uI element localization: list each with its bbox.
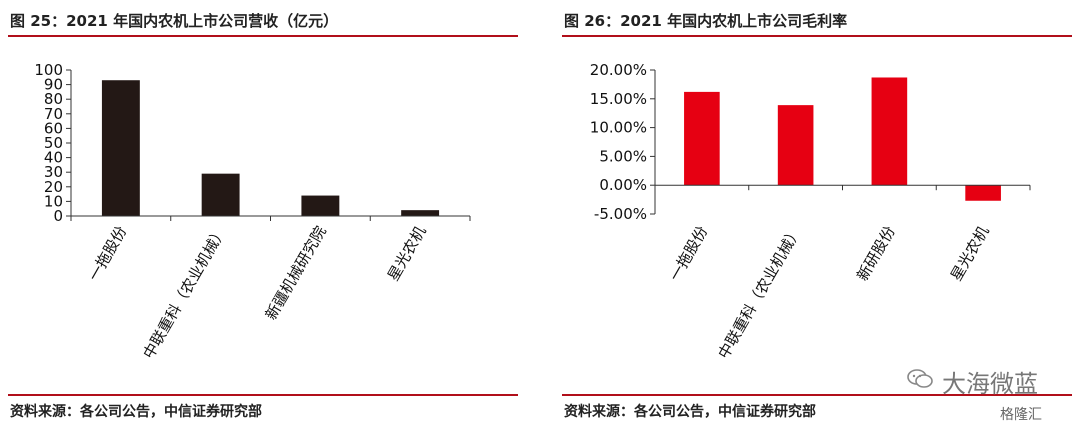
chart-title: 图 25：2021 年国内农机上市公司营收（亿元） (10, 12, 339, 30)
left-chart-panel: 图 25：2021 年国内农机上市公司营收（亿元） 0 10 20 30 40 50 60 7… (8, 0, 518, 428)
y-tick-label: 0.00% (599, 176, 647, 194)
y-tick-label: 30 (44, 163, 63, 181)
y-tick-label: 10.00% (590, 119, 647, 137)
y-tick-label: 0 (53, 207, 63, 225)
wechat-icon (907, 369, 933, 388)
y-tick-label: 90 (44, 76, 63, 94)
category-label: 一拖股份 (666, 223, 712, 284)
category-label: 新疆机械研究院 (262, 223, 330, 323)
bar (201, 173, 240, 216)
category-label: 星光农机 (947, 223, 993, 284)
bar (401, 210, 440, 216)
source-rule (8, 394, 518, 396)
bar (871, 77, 908, 186)
brand-logo-text: 格隆汇 (1000, 407, 1042, 423)
category-label: 中联重科（农业机械） (139, 223, 230, 362)
source-note: 资料来源：各公司公告，中信证券研究部 (10, 404, 262, 420)
bar (965, 185, 1001, 201)
title-rule (562, 35, 1072, 37)
category-label: 星光农机 (384, 223, 430, 284)
y-tick-label: 40 (44, 149, 63, 167)
source-rule (562, 394, 1072, 396)
category-label: 中联重科（农业机械） (714, 223, 805, 362)
bar (684, 91, 720, 186)
bar (301, 195, 340, 216)
y-tick-label: 5.00% (599, 147, 647, 165)
y-tick-label: 60 (44, 119, 63, 137)
bar (101, 80, 140, 216)
title-rule (8, 35, 518, 37)
chart-title: 图 26：2021 年国内农机上市公司毛利率 (564, 12, 848, 30)
watermark-text: 大海微蓝 (942, 370, 1038, 398)
y-tick-label: 50 (44, 134, 63, 152)
right-chart-panel: 图 26：2021 年国内农机上市公司毛利率 -5.00% 0.00% 5.00% 1… (562, 0, 1072, 428)
gross-margin-bar-chart: -5.00% 0.00% 5.00% 10.00% 15.00% 20.00% 一拖股份 中联… (590, 61, 1031, 362)
y-tick-label: 20.00% (590, 61, 647, 79)
bar (777, 105, 814, 186)
y-tick-label: 20 (44, 178, 63, 196)
category-label: 新研股份 (853, 223, 899, 284)
source-note: 资料来源：各公司公告，中信证券研究部 (564, 404, 816, 420)
y-tick-label: 10 (44, 192, 63, 210)
y-tick-label: -5.00% (594, 205, 647, 223)
y-tick-label: 100 (34, 61, 63, 79)
y-tick-label: 15.00% (590, 90, 647, 108)
y-tick-label: 80 (44, 90, 63, 108)
y-tick-label: 70 (44, 105, 63, 123)
category-label: 一拖股份 (85, 223, 131, 284)
